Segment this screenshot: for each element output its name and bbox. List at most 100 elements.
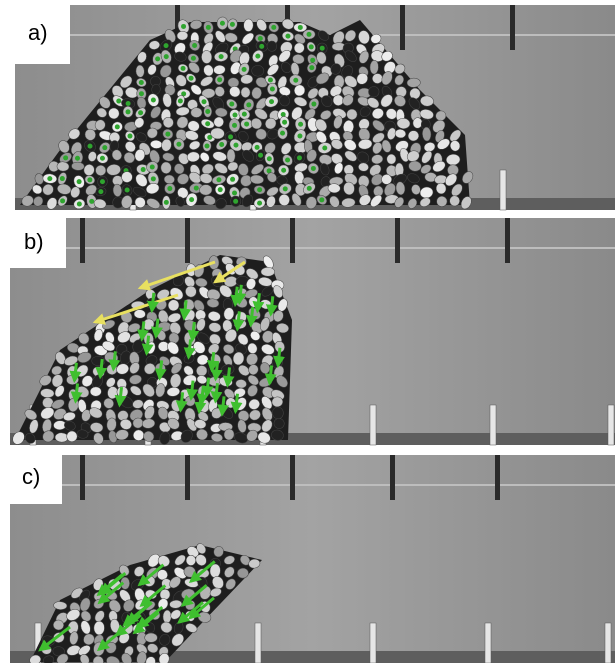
pebble xyxy=(233,432,248,444)
pebble xyxy=(293,96,308,107)
tracer-dot xyxy=(63,155,69,161)
velocity-arrow xyxy=(245,306,258,328)
tracer-dot xyxy=(310,57,316,63)
tracer-dot xyxy=(308,44,314,50)
pebble xyxy=(106,164,121,176)
pebble xyxy=(266,195,276,208)
tracer-dot xyxy=(188,75,194,81)
pebble xyxy=(174,51,187,62)
pebble xyxy=(344,29,357,42)
pebble xyxy=(246,353,258,366)
pebble xyxy=(185,623,198,633)
pebble xyxy=(249,174,264,185)
pebble xyxy=(226,148,236,163)
pebble xyxy=(372,132,385,144)
pebble xyxy=(147,553,160,568)
pebble xyxy=(147,64,157,76)
panel-label: a) xyxy=(28,20,48,45)
tracer-dot xyxy=(163,54,169,60)
pebble xyxy=(93,432,104,445)
tracer-dot xyxy=(246,102,252,108)
pebble xyxy=(208,322,222,333)
tracer-dot xyxy=(269,99,275,105)
pebble xyxy=(132,186,147,197)
pebble xyxy=(420,95,434,107)
tracer-dot xyxy=(233,142,239,148)
tracer-dot xyxy=(219,142,225,148)
pebble xyxy=(196,375,208,385)
tracer-dot xyxy=(309,65,315,71)
pebble xyxy=(79,597,91,612)
tracer-dot xyxy=(60,198,66,204)
pebble xyxy=(76,429,89,439)
pebble xyxy=(55,351,66,365)
tracer-dot xyxy=(138,91,144,97)
pebble xyxy=(411,184,421,195)
pebble xyxy=(124,141,136,153)
panel-label-a: a) xyxy=(0,0,70,64)
pebble xyxy=(87,151,97,162)
pebble xyxy=(66,430,78,443)
pebble xyxy=(449,195,460,207)
pebble xyxy=(134,196,146,208)
velocity-arrow xyxy=(187,321,200,343)
pebble xyxy=(266,40,278,52)
pebble xyxy=(344,75,358,88)
pebble xyxy=(206,298,220,308)
pole xyxy=(185,218,190,263)
pole xyxy=(395,218,400,263)
tracer-dot xyxy=(257,187,263,193)
tracer-dot xyxy=(218,54,224,60)
pebble xyxy=(380,94,393,108)
pebble xyxy=(248,558,261,569)
velocity-arrow xyxy=(95,358,108,380)
tracer-dot xyxy=(280,130,286,136)
pebble xyxy=(146,183,160,195)
pebble xyxy=(261,396,273,410)
tracer-dot xyxy=(306,31,312,37)
pebble xyxy=(215,30,226,43)
pebble xyxy=(89,386,102,397)
pebble xyxy=(177,173,190,185)
tracer-dot xyxy=(257,35,263,41)
pole xyxy=(505,218,510,263)
pebble xyxy=(99,96,111,109)
pebble xyxy=(358,30,370,45)
pebble xyxy=(103,398,114,409)
pebble xyxy=(176,30,189,41)
pebble xyxy=(306,149,317,162)
pebble xyxy=(195,554,207,566)
pebble xyxy=(111,149,122,161)
pebble xyxy=(121,171,133,183)
pebble xyxy=(53,408,67,420)
tracer-dot xyxy=(163,43,169,49)
pebble xyxy=(148,40,160,50)
velocity-arrow xyxy=(114,386,127,408)
pebble xyxy=(78,332,90,345)
tracer-dot xyxy=(192,43,198,49)
pebble xyxy=(225,578,236,590)
tracer-dot xyxy=(216,177,222,183)
tracer-dot xyxy=(190,55,196,61)
velocity-arrow xyxy=(194,393,207,415)
pebble xyxy=(212,576,224,589)
pebble xyxy=(144,632,158,643)
pebble xyxy=(344,50,357,63)
pebble xyxy=(169,322,181,335)
pebble xyxy=(199,184,213,196)
tracer-dot xyxy=(282,119,288,125)
pebble xyxy=(249,409,261,421)
pebble xyxy=(256,18,267,32)
pebble xyxy=(63,411,76,421)
pebble xyxy=(54,432,69,443)
pebble xyxy=(369,59,379,75)
pebble xyxy=(115,429,129,441)
panels xyxy=(10,5,615,663)
tracer-dot xyxy=(150,97,156,103)
pebble xyxy=(273,285,284,298)
stake xyxy=(604,622,612,663)
velocity-arrow xyxy=(136,321,149,342)
pebble xyxy=(367,97,380,109)
pebble xyxy=(294,162,308,173)
